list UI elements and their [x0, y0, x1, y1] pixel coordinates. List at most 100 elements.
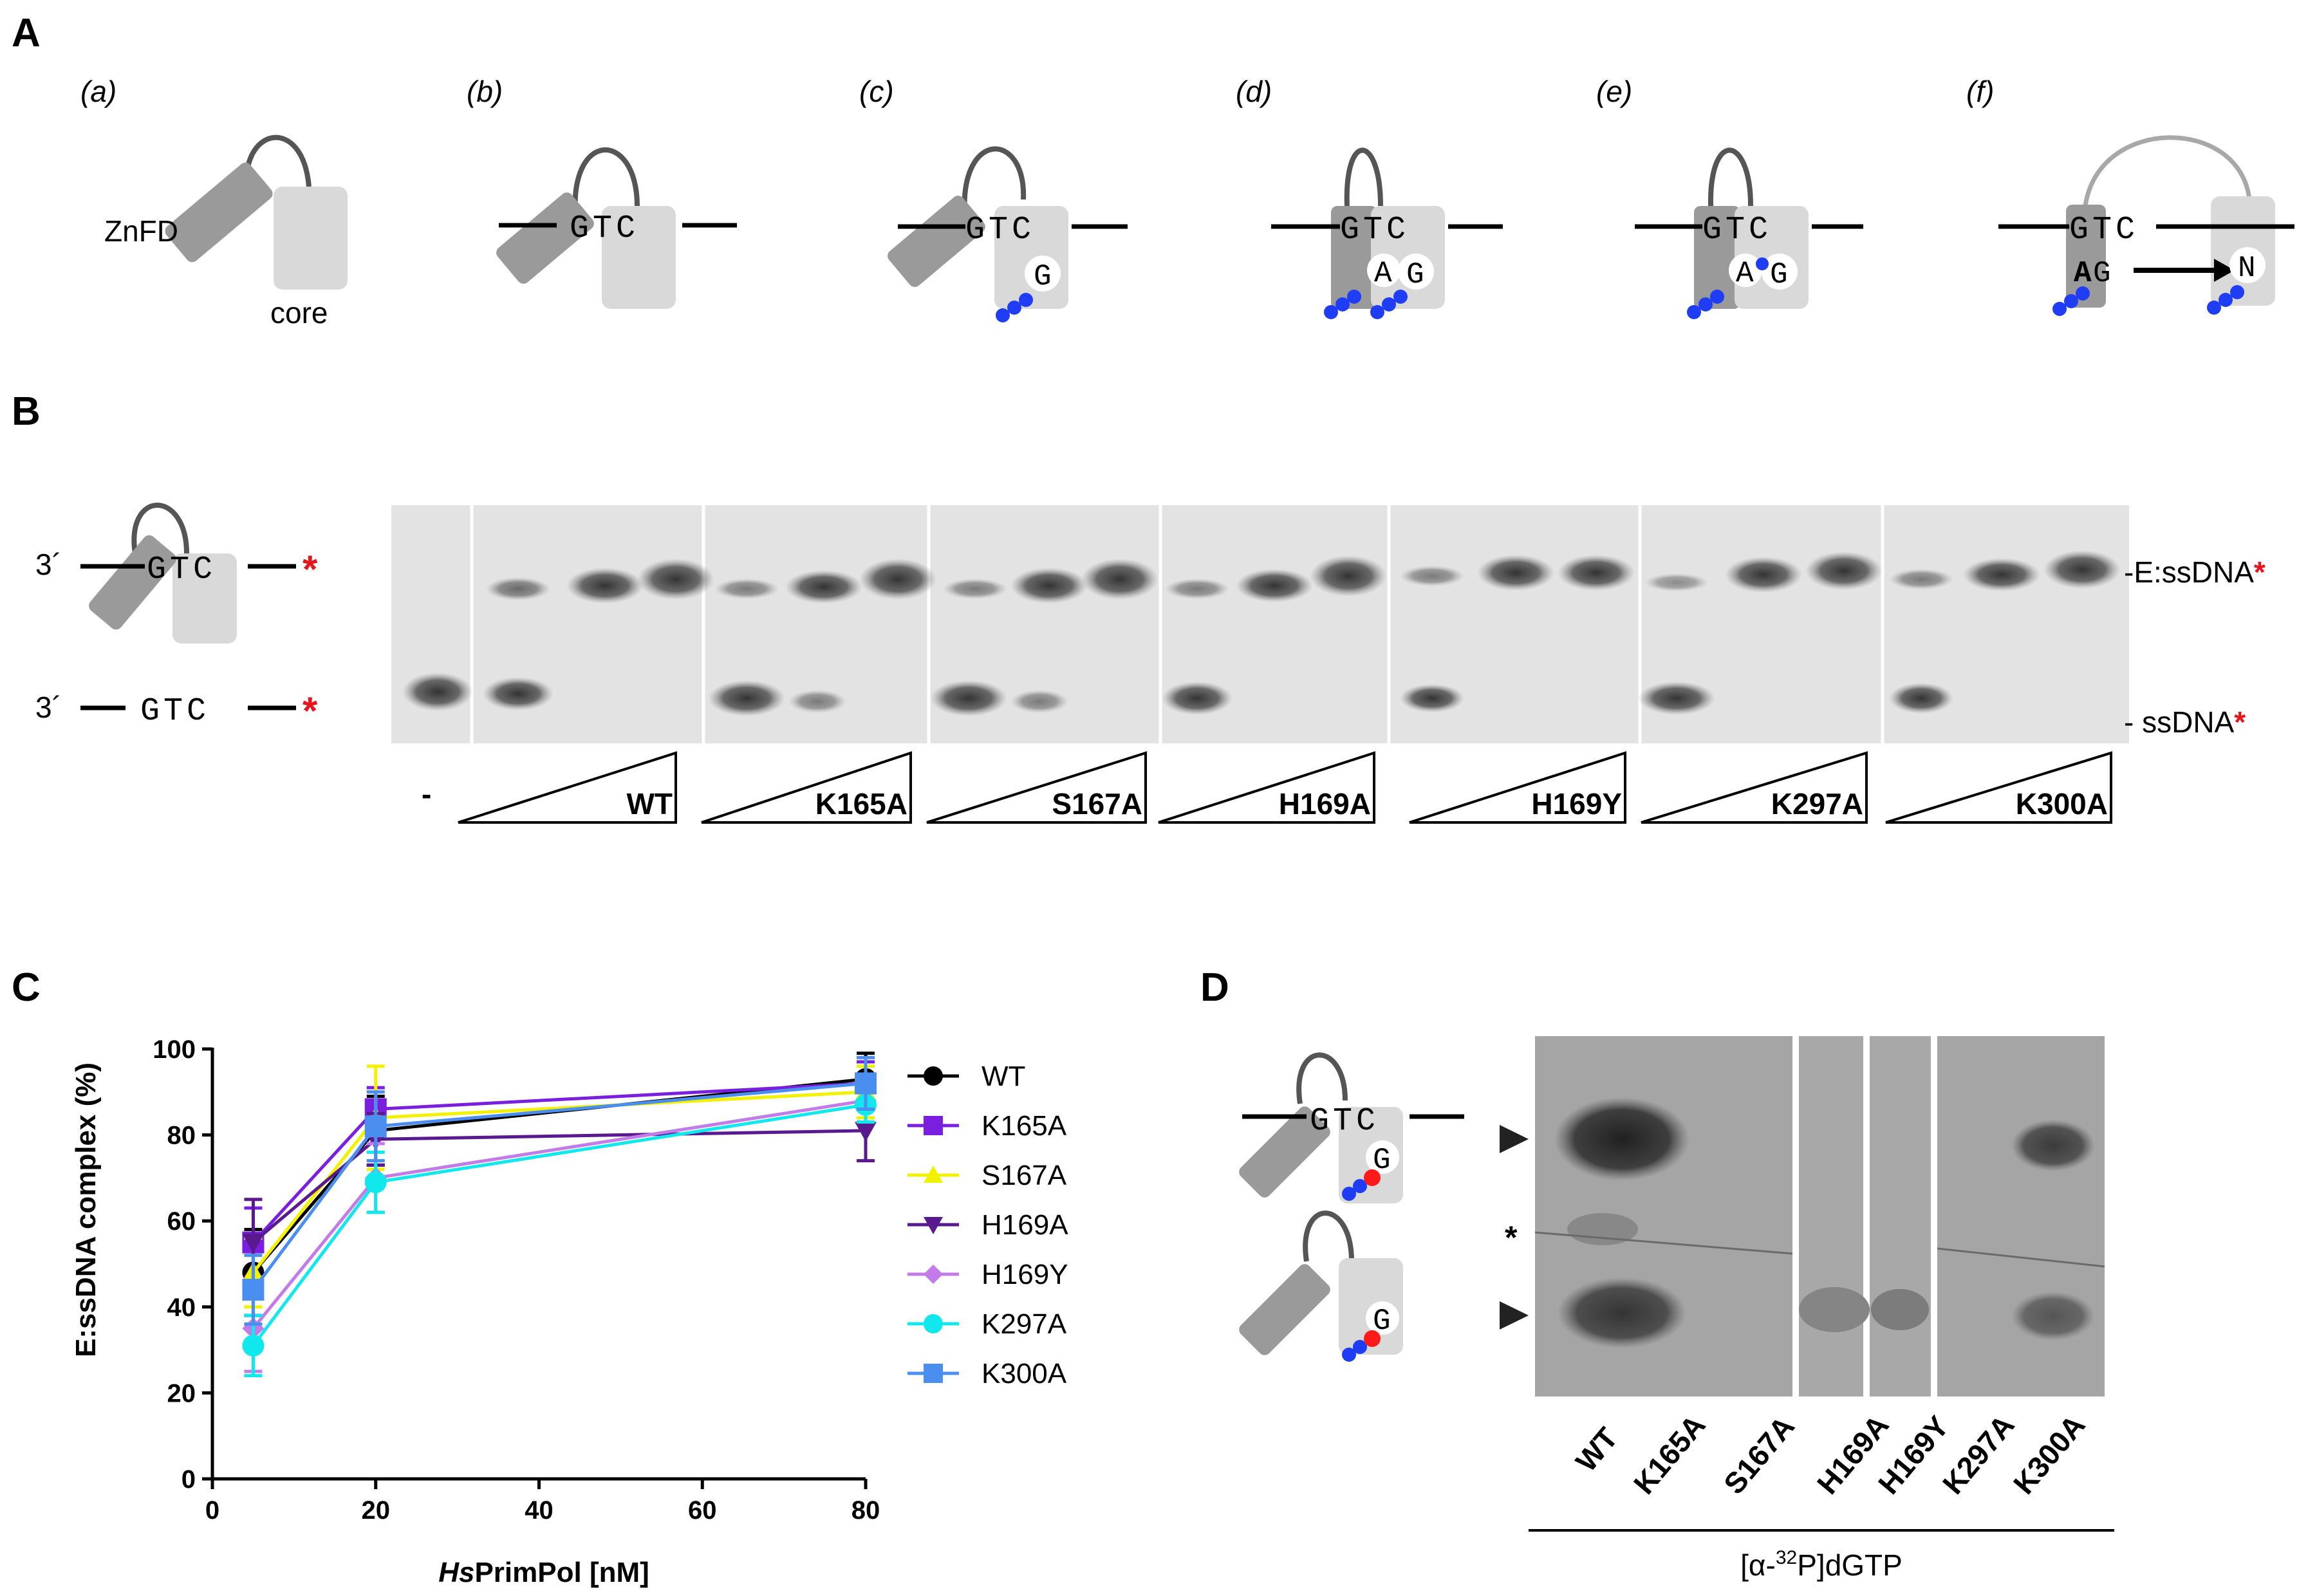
label-asterisk-top: *	[302, 548, 318, 591]
probe-seq-bottom: GTC	[140, 693, 210, 730]
legend-label: WT	[982, 1061, 1025, 1092]
znfd-domain	[165, 162, 273, 263]
primase-gel: *	[1500, 1036, 2105, 1396]
lane-label-k297a: K297A	[1771, 787, 1863, 821]
nt-g-f: G	[2093, 257, 2111, 290]
nt-g-c: G	[1034, 260, 1052, 293]
subpanel-d-label: (d)	[1236, 75, 1272, 108]
legend-label: K300A	[982, 1358, 1067, 1389]
data-point	[855, 1072, 877, 1095]
panel-letter-a: A	[12, 11, 41, 55]
prime-3-bottom: 3´	[35, 691, 62, 724]
diagram-b: GTC	[496, 147, 737, 309]
band-label-complex: -E:ssDNA*	[2124, 555, 2266, 589]
chart-y-axis-title: E:ssDNA complex (%)	[70, 1062, 102, 1357]
chart-axes: 0 20 40 60 80 100 0 20 40 60 80	[153, 1035, 880, 1525]
template-seq-c: GTC	[965, 212, 1035, 248]
diagram-a: ZnFD core	[104, 135, 348, 329]
subpanel-f-label: (f)	[1966, 75, 1994, 108]
legend-label: K165A	[982, 1110, 1067, 1142]
y-tick-label: 80	[167, 1122, 196, 1150]
y-tick-label: 20	[167, 1379, 196, 1407]
template-seq-b: GTC	[570, 210, 639, 247]
subpanel-e-label: (e)	[1596, 75, 1632, 108]
znfd-label: ZnFD	[104, 214, 178, 248]
data-point	[855, 1122, 877, 1142]
template-seq-d-panel: GTC	[1310, 1103, 1379, 1140]
chart-legend: WT K165A S167A H169A H169Y K297A K300A	[907, 1061, 1068, 1389]
core-label: core	[270, 296, 328, 329]
legend-marker	[924, 1066, 943, 1086]
subpanel-a-label: (a)	[80, 75, 116, 108]
probe-seq-top: GTC	[147, 552, 216, 588]
prime-3-top: 3´	[35, 548, 62, 581]
legend-label: H169A	[982, 1209, 1068, 1241]
lane-label-h169a: H169A	[1279, 787, 1371, 821]
nt-a-f: A	[2074, 257, 2092, 290]
d-lane-k300a: K300A	[2007, 1408, 2092, 1500]
data-point	[242, 1279, 265, 1301]
binding-chart: 0 20 40 60 80 100 0 20 40 60 80 WT K165A S167A H169A H…	[153, 1035, 1068, 1525]
y-tick-label: 40	[167, 1294, 196, 1322]
series-k300a	[242, 1055, 877, 1326]
legend-label: K297A	[982, 1308, 1067, 1340]
data-point	[242, 1234, 265, 1254]
series-h169a	[242, 1099, 877, 1287]
series-h169y	[242, 1077, 877, 1373]
subpanel-c-label: (c)	[859, 75, 894, 108]
series-wt	[242, 1052, 877, 1317]
y-tick-label: 100	[153, 1035, 196, 1064]
panel-letter-c: C	[12, 965, 41, 1010]
panel-letter-b: B	[12, 389, 41, 434]
nt-g-d: G	[1406, 258, 1424, 292]
diagram-e: GTC A G	[1635, 147, 1863, 319]
diagram-d: GTC A G	[1271, 147, 1503, 319]
x-tick-label: 80	[851, 1496, 880, 1525]
legend-label: H169Y	[982, 1259, 1068, 1290]
unspecific-band-asterisk: *	[1505, 1220, 1518, 1256]
probe-with-enzyme: 3´ GTC *	[35, 503, 318, 644]
panel-letter-d: D	[1200, 965, 1229, 1010]
diagram-c: GTC G	[888, 146, 1128, 322]
band-label-free: - ssDNA*	[2124, 705, 2246, 739]
chart-series	[242, 1052, 877, 1378]
nt-a-d: A	[1374, 257, 1392, 290]
lane-label-wt: WT	[626, 787, 673, 821]
lane-label-s167a: S167A	[1052, 787, 1142, 821]
legend-marker	[924, 1116, 943, 1135]
d-caption: [α-32P]dGTP	[1740, 1547, 1903, 1582]
d-lane-k165a: K165A	[1627, 1408, 1712, 1500]
d-lane-labels: WT K165A S167A H169A H169Y K297A K300A	[1569, 1408, 2092, 1500]
subpanel-b-label: (b)	[467, 75, 503, 108]
legend-marker	[924, 1265, 943, 1284]
nt-g-e: G	[1770, 258, 1788, 292]
legend-marker	[924, 1314, 943, 1333]
series-k165a	[242, 1060, 877, 1279]
x-tick-label: 60	[688, 1496, 717, 1525]
y-tick-label: 0	[181, 1465, 196, 1494]
x-tick-label: 40	[525, 1496, 554, 1525]
x-tick-label: 20	[362, 1496, 391, 1525]
lane-label-h169y: H169Y	[1531, 787, 1622, 821]
data-point	[242, 1334, 265, 1357]
data-point	[364, 1115, 387, 1138]
probe-free: 3´ GTC *	[35, 689, 318, 732]
core-domain	[274, 187, 348, 290]
lane-label-k165a: K165A	[815, 787, 907, 821]
lane-no-enzyme: -	[422, 777, 431, 811]
legend-marker	[924, 1364, 943, 1383]
nt-n-f: N	[2238, 252, 2256, 285]
series-s167a	[242, 1064, 877, 1309]
y-tick-label: 60	[167, 1207, 196, 1236]
chart-x-axis-title: HsPrimPol [nM]	[438, 1557, 649, 1588]
template-seq-d: GTC	[1340, 212, 1410, 248]
emsa-gel	[391, 505, 2129, 743]
legend-label: S167A	[982, 1160, 1067, 1191]
data-point	[364, 1171, 387, 1194]
legend-marker	[924, 1217, 943, 1234]
lane-label-k300a: K300A	[2016, 787, 2108, 821]
primer-complex-diagram: GTC G	[1239, 1052, 1464, 1203]
d-lane-wt: WT	[1569, 1421, 1624, 1478]
diagram-f: GTC A G N	[1998, 135, 2294, 316]
enzyme-only-diagram: G	[1239, 1211, 1403, 1362]
